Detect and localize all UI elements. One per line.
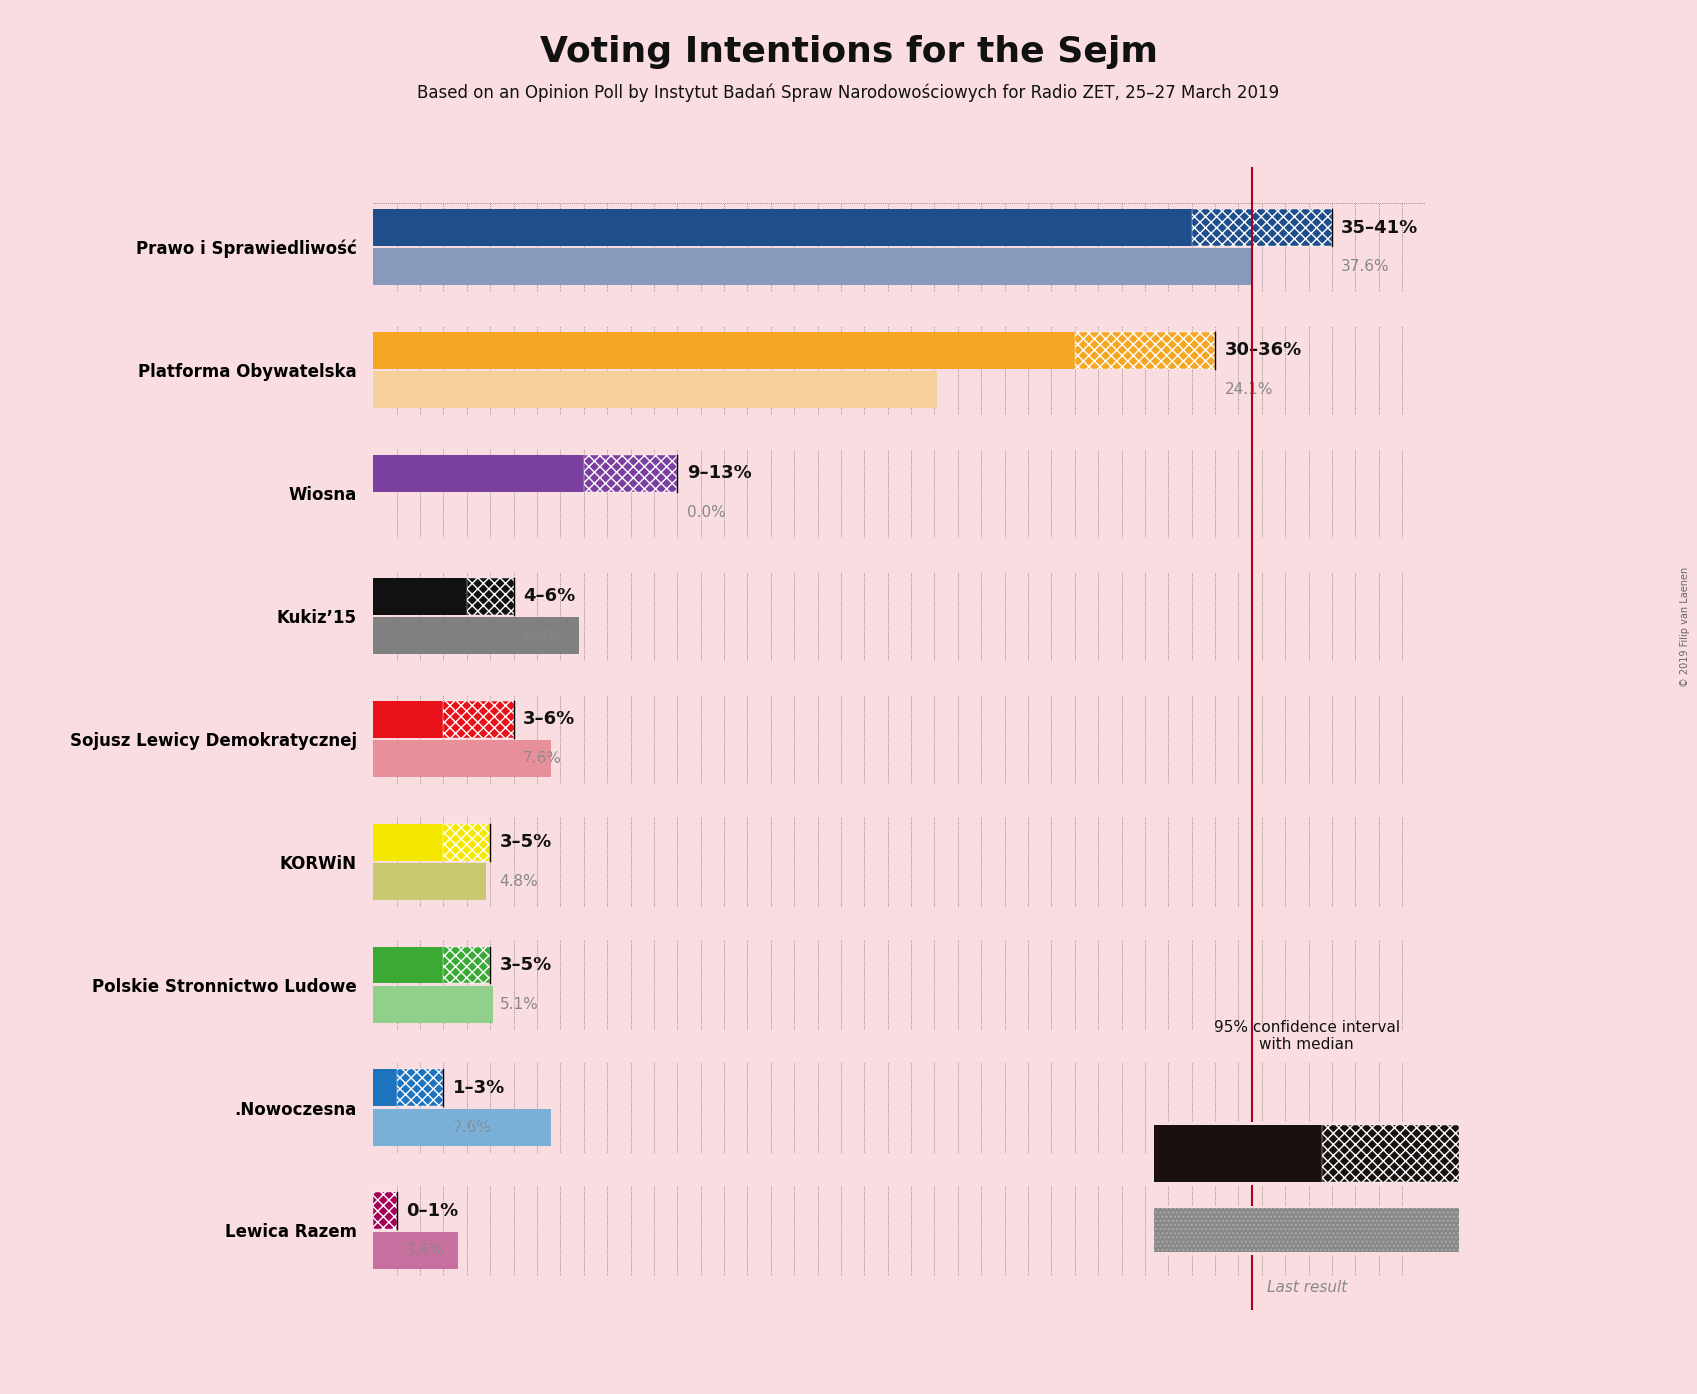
Bar <box>373 1192 397 1230</box>
Text: 3–5%: 3–5% <box>499 956 552 974</box>
Bar <box>373 248 1252 286</box>
Text: 3.6%: 3.6% <box>406 1242 445 1257</box>
Text: 0.0%: 0.0% <box>687 505 725 520</box>
Bar <box>443 701 514 737</box>
Text: 5.1%: 5.1% <box>499 997 538 1012</box>
Bar <box>373 332 1074 369</box>
Text: 24.1%: 24.1% <box>1225 382 1273 397</box>
Text: 7.6%: 7.6% <box>523 751 562 765</box>
Bar <box>373 618 579 654</box>
Bar <box>467 577 514 615</box>
Bar <box>373 824 443 860</box>
Text: Last result: Last result <box>1266 1280 1347 1295</box>
Text: 7.6%: 7.6% <box>453 1119 492 1135</box>
Bar <box>373 1232 458 1269</box>
Text: 95% confidence interval
with median: 95% confidence interval with median <box>1213 1020 1400 1052</box>
Bar <box>1154 1209 1459 1252</box>
Text: 1–3%: 1–3% <box>453 1079 506 1097</box>
Bar <box>1191 209 1332 245</box>
Bar <box>373 1232 458 1269</box>
Text: 9–13%: 9–13% <box>687 464 752 482</box>
Text: 8.8%: 8.8% <box>523 629 562 643</box>
Bar <box>373 740 552 776</box>
Bar <box>373 371 937 408</box>
Bar <box>1074 332 1215 369</box>
Text: 0–1%: 0–1% <box>406 1202 458 1220</box>
Bar <box>373 371 937 408</box>
Bar <box>443 824 490 860</box>
Text: 3–5%: 3–5% <box>499 834 552 852</box>
Text: 4–6%: 4–6% <box>523 587 575 605</box>
Bar <box>373 1108 552 1146</box>
Bar <box>373 863 485 901</box>
Bar <box>373 1108 552 1146</box>
Text: 3–6%: 3–6% <box>523 710 575 728</box>
Bar <box>373 986 492 1023</box>
Bar <box>373 947 443 983</box>
Text: 37.6%: 37.6% <box>1341 259 1390 275</box>
Text: Based on an Opinion Poll by Instytut Badań Spraw Narodowościowych for Radio ZET,: Based on an Opinion Poll by Instytut Bad… <box>417 84 1280 102</box>
Bar <box>373 209 1191 245</box>
Bar <box>373 1069 397 1107</box>
Bar <box>373 618 579 654</box>
Bar <box>397 1069 443 1107</box>
Text: 4.8%: 4.8% <box>499 874 538 889</box>
Bar <box>373 863 485 901</box>
Bar <box>373 454 584 492</box>
Bar <box>443 947 490 983</box>
Bar <box>373 740 552 776</box>
Text: © 2019 Filip van Laenen: © 2019 Filip van Laenen <box>1680 567 1690 687</box>
Text: 30–36%: 30–36% <box>1225 342 1302 360</box>
Text: 35–41%: 35–41% <box>1341 219 1419 237</box>
Bar <box>373 248 1252 286</box>
Bar <box>1154 1125 1322 1182</box>
Text: Voting Intentions for the Sejm: Voting Intentions for the Sejm <box>540 35 1157 68</box>
Bar <box>373 701 443 737</box>
Bar <box>1322 1125 1459 1182</box>
Bar <box>373 577 467 615</box>
Bar <box>1154 1209 1459 1252</box>
Bar <box>584 454 677 492</box>
Bar <box>373 986 492 1023</box>
